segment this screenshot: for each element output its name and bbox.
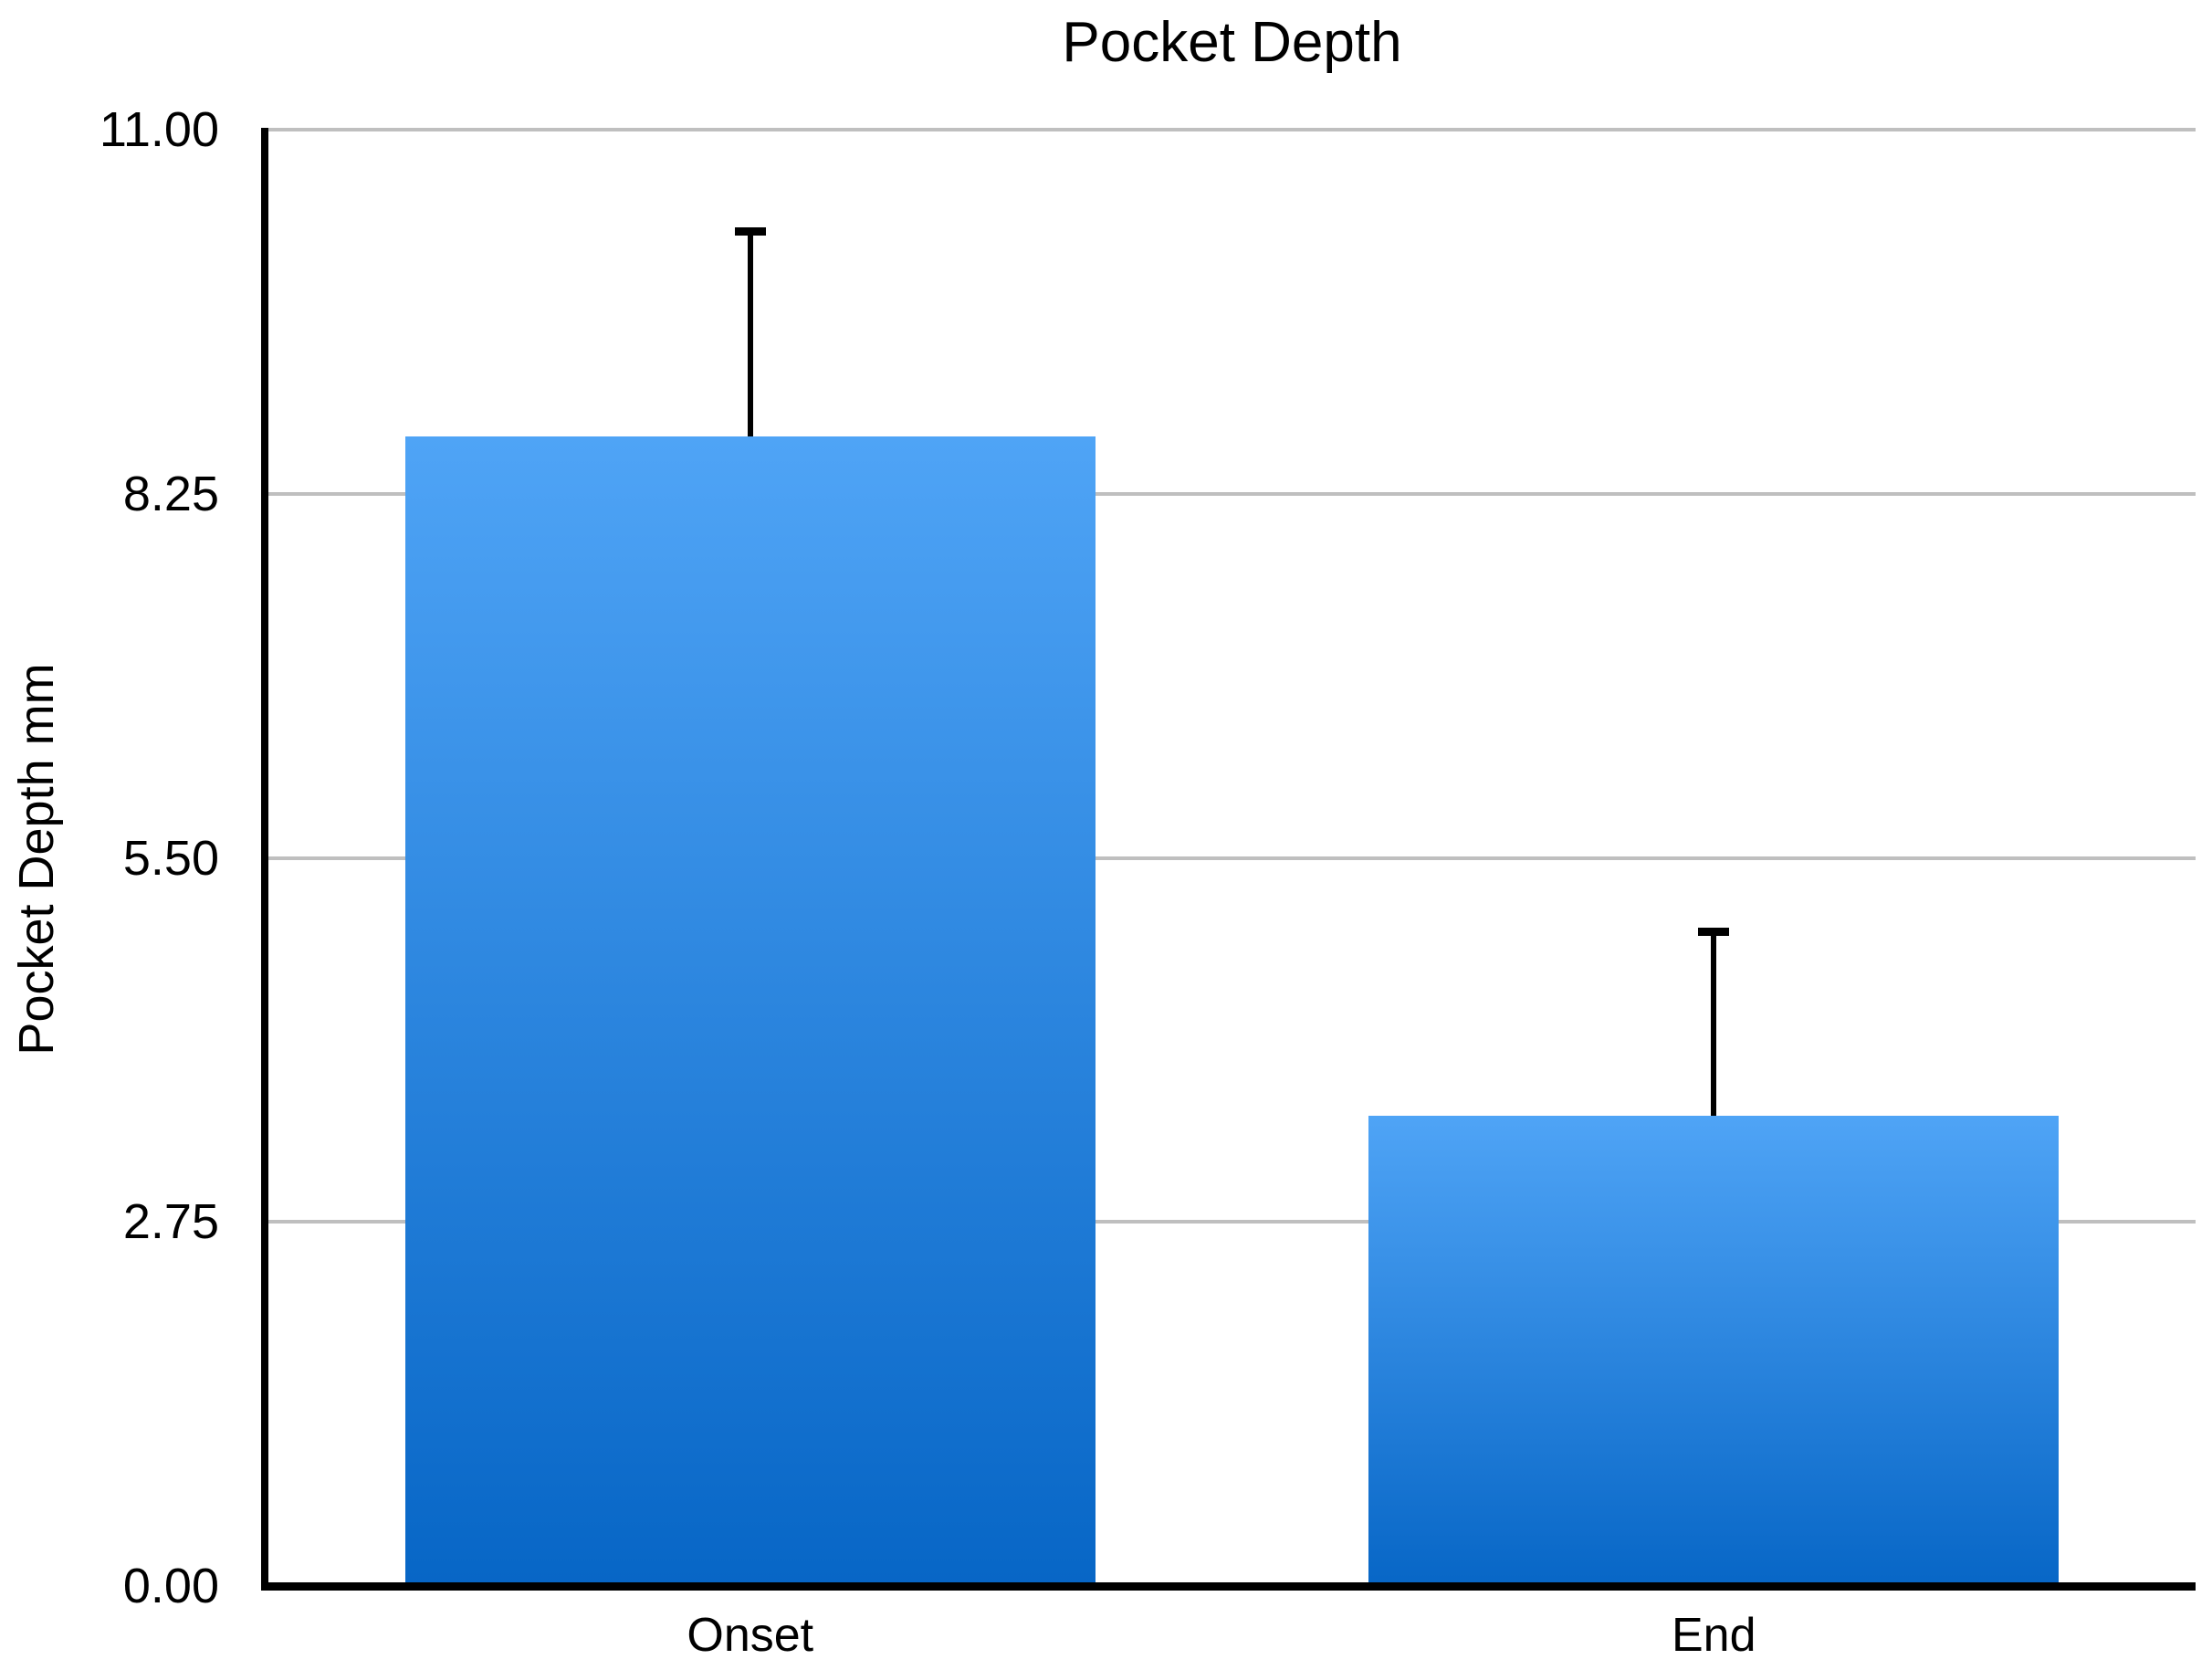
y-tick-label-2.75: 2.75 <box>122 1194 219 1250</box>
error-bar-onset <box>747 227 753 437</box>
y-axis-line <box>261 128 268 1591</box>
y-tick-label-5.50: 5.50 <box>122 830 219 886</box>
gridline-11.00 <box>268 128 2196 131</box>
x-category-label-onset: Onset <box>687 1609 814 1662</box>
x-category-label-end: End <box>1671 1609 1756 1662</box>
y-tick-label-8.25: 8.25 <box>122 466 219 521</box>
error-bar-cap-end <box>1698 928 1730 937</box>
plot-area <box>261 128 2196 1591</box>
chart-title: Pocket Depth <box>1062 11 1402 74</box>
y-tick-label-11.00: 11.00 <box>99 102 219 157</box>
y-tick-label-0.00: 0.00 <box>122 1559 219 1613</box>
error-bar-cap-onset <box>734 227 766 236</box>
gridline-2.75 <box>268 1220 2196 1224</box>
x-axis-line <box>261 1582 2196 1591</box>
bar-end <box>1368 1116 2060 1586</box>
gridline-5.50 <box>268 856 2196 860</box>
bar-onset <box>404 436 1096 1586</box>
error-bar-end <box>1711 928 1717 1117</box>
gridline-8.25 <box>268 491 2196 496</box>
